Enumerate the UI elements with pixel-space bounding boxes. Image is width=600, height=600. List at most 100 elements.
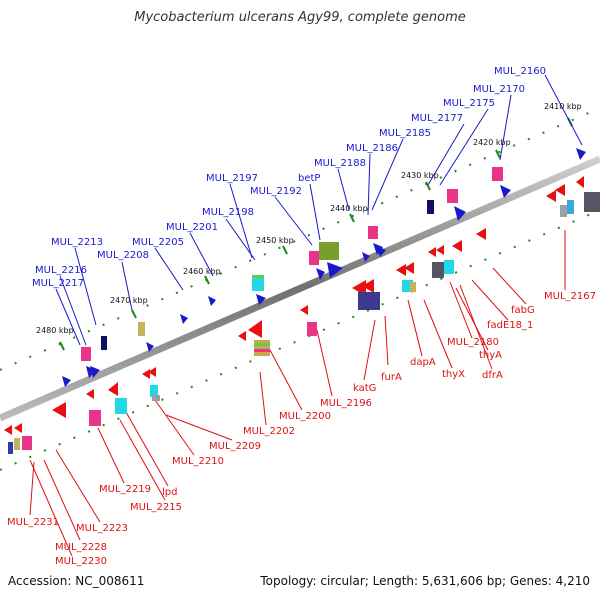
grey-block: [432, 262, 444, 278]
leader-line: [154, 399, 195, 456]
leader-line: [55, 288, 81, 346]
pink-block: [81, 347, 91, 361]
tick-mark: [131, 309, 137, 319]
leader-line: [384, 315, 389, 366]
green-stripe: [254, 343, 270, 346]
khaki-block: [138, 322, 145, 336]
leader-line: [337, 168, 350, 211]
gene-label-mul2223: MUL_2223: [76, 523, 128, 534]
gene-label-thyx: thyX: [442, 369, 465, 380]
blue-arrow: [62, 376, 71, 387]
reverse-leaders: [29, 230, 566, 557]
leader-line: [309, 183, 321, 241]
tick-label-2460: 2460 kbp: [183, 267, 221, 276]
grey-block: [152, 395, 160, 401]
leader-line: [407, 299, 423, 357]
leader-line: [439, 108, 489, 186]
leader-line: [492, 267, 527, 305]
tick-mark: [349, 213, 355, 223]
gene-label-dapa: dapA: [410, 357, 436, 368]
ruler-track-upper: [0, 107, 600, 371]
red-arrow: [14, 423, 22, 433]
gene-label-mul2200: MUL_2200: [279, 411, 331, 422]
tick-mark: [204, 275, 210, 285]
pink-block: [89, 410, 101, 426]
green-stripe: [252, 275, 264, 278]
gene-label-mul2197: MUL_2197: [206, 173, 258, 184]
red-arrow: [404, 262, 414, 274]
red-arrow: [436, 245, 444, 255]
red-arrow: [452, 240, 462, 252]
pink-block: [307, 322, 317, 336]
blue-arrow: [377, 246, 386, 257]
leader-line: [423, 299, 453, 369]
pink-block: [492, 167, 503, 181]
gene-label-thya: thyA: [479, 350, 502, 361]
tick-marks: [59, 117, 573, 351]
blue-arrow: [316, 268, 325, 280]
leader-line: [55, 449, 101, 523]
gene-label-mul2209: MUL_2209: [209, 441, 261, 452]
gene-label-mul2231: MUL_2231: [7, 517, 59, 528]
grey-block: [560, 205, 567, 217]
leader-line: [455, 287, 489, 351]
navy-block: [427, 200, 434, 214]
red-arrow: [142, 369, 150, 379]
gene-label-mul2198: MUL_2198: [202, 207, 254, 218]
tick-mark: [425, 181, 431, 191]
gene-label-mul2180: MUL_2180: [447, 337, 499, 348]
leader-line: [544, 74, 583, 146]
red-arrow: [362, 279, 374, 293]
gene-label-lpd: lpd: [162, 487, 177, 498]
gene-label-mul2192: MUL_2192: [250, 186, 302, 197]
purple-block: [358, 292, 380, 310]
gene-label-mul2170: MUL_2170: [473, 84, 525, 95]
leader-line: [29, 459, 73, 557]
red-arrow: [546, 190, 556, 202]
leader-line: [427, 123, 465, 186]
blue-arrow: [208, 296, 216, 306]
cyan-block: [444, 260, 454, 274]
olive-block: [319, 242, 339, 260]
pink-block: [22, 436, 32, 450]
ruler-track-lower: [0, 209, 600, 471]
gene-label-mul2202: MUL_2202: [243, 426, 295, 437]
tick-label-2420: 2420 kbp: [473, 138, 511, 147]
red-arrow: [576, 176, 584, 188]
leader-line: [471, 279, 509, 321]
gene-label-mul2210: MUL_2210: [172, 456, 224, 467]
leader-line: [449, 281, 473, 339]
gene-label-mul2228: MUL_2228: [55, 542, 107, 553]
gene-label-katg: katG: [353, 383, 376, 394]
accession-label: Accession: NC_008611: [8, 574, 145, 588]
gene-label-mul2217: MUL_2217: [32, 278, 84, 289]
gene-label-mul2213: MUL_2213: [51, 237, 103, 248]
navy-block: [8, 442, 13, 454]
blue-arrow: [146, 342, 154, 352]
leader-line: [316, 329, 333, 397]
red-arrow: [476, 228, 486, 240]
gene-label-mul2167: MUL_2167: [544, 291, 596, 302]
tick-mark: [282, 245, 288, 255]
blue-arrow: [454, 206, 466, 221]
gene-label-fade18-1: fadE18_1: [487, 320, 533, 331]
tick-label-2480: 2480 kbp: [36, 326, 74, 335]
gene-label-mul2201: MUL_2201: [166, 222, 218, 233]
blue-arrow: [90, 366, 100, 378]
grey-block: [584, 192, 600, 212]
cyan-block: [567, 200, 574, 214]
blue-arrow: [500, 185, 511, 198]
gene-label-mul2196: MUL_2196: [320, 398, 372, 409]
red-arrow: [248, 320, 262, 338]
tick-mark: [495, 149, 501, 159]
red-arrow: [52, 402, 66, 418]
tick-label-2470: 2470 kbp: [110, 296, 148, 305]
pink-block: [447, 189, 458, 203]
gene-label-mul2177: MUL_2177: [411, 113, 463, 124]
red-arrow: [555, 184, 565, 196]
leader-line: [97, 427, 125, 484]
blue-arrow: [327, 262, 343, 278]
red-arrow: [108, 382, 118, 396]
tick-label-2410: 2410 kbp: [544, 102, 582, 111]
